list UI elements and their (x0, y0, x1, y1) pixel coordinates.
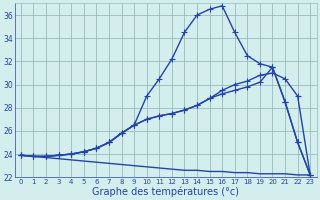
X-axis label: Graphe des températures (°c): Graphe des températures (°c) (92, 186, 239, 197)
